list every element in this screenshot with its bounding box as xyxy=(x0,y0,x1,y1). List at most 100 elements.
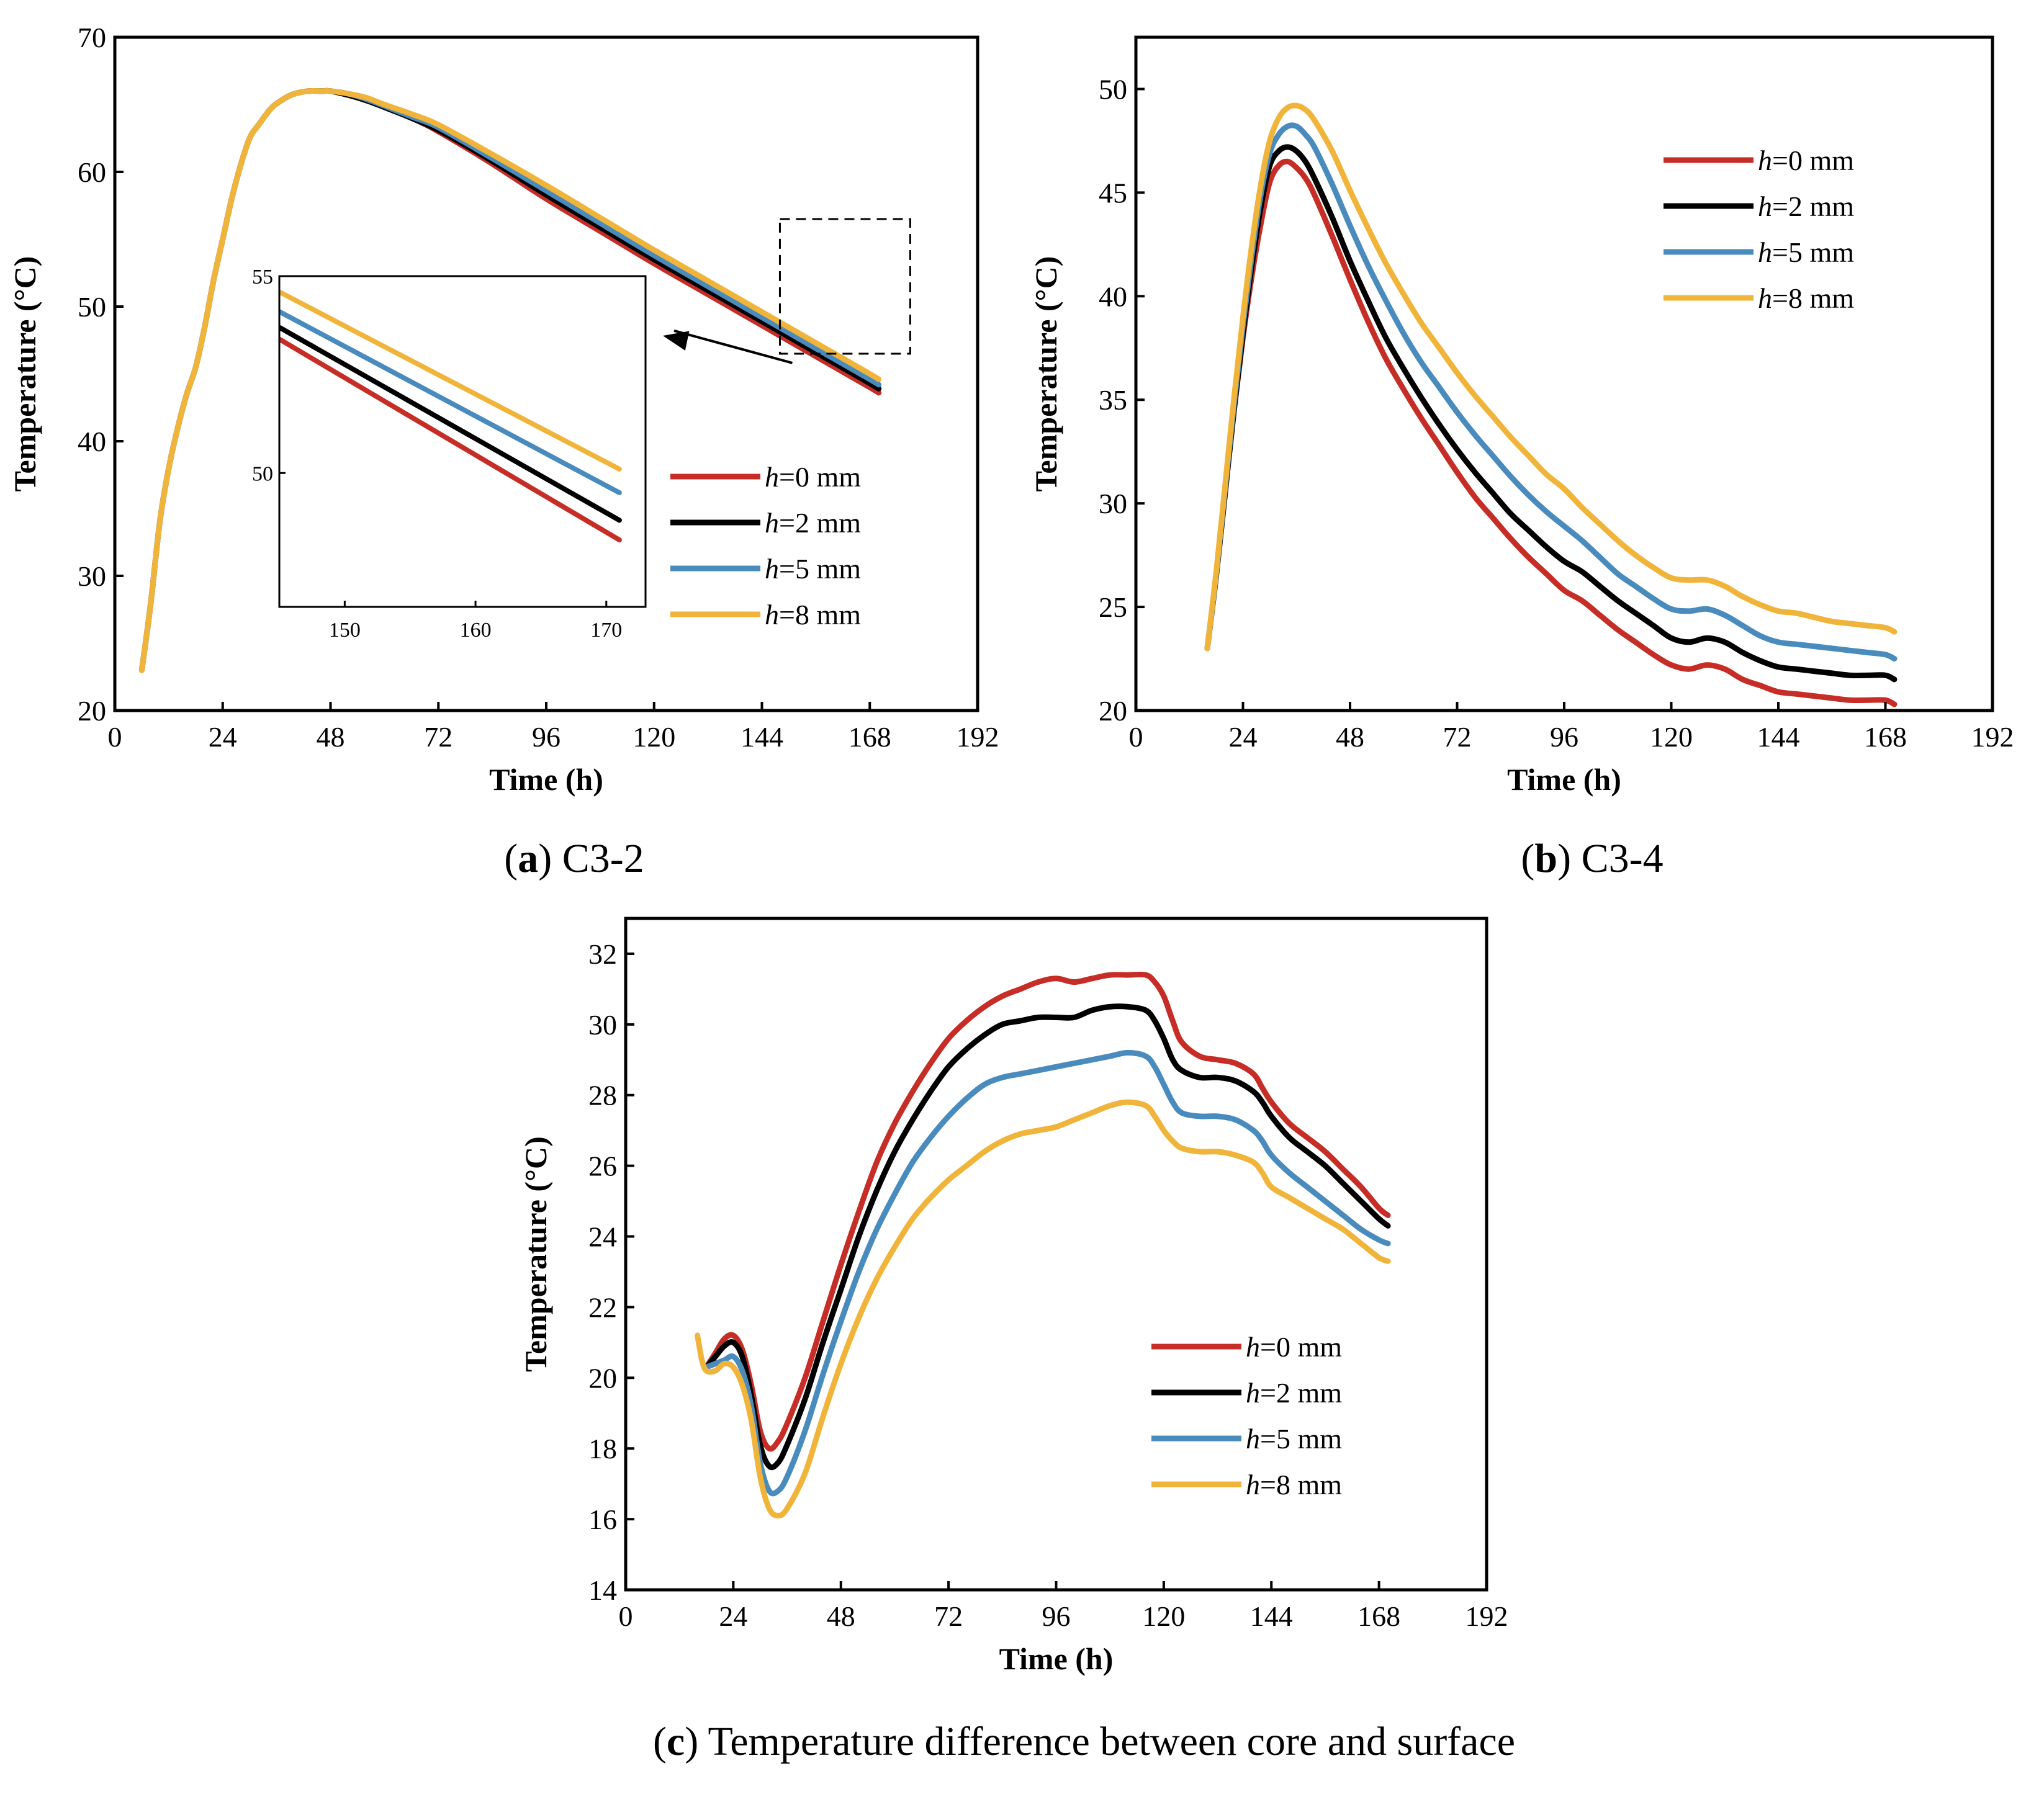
x-tick-label: 144 xyxy=(1757,721,1800,753)
caption-paren-close: ) xyxy=(685,1719,698,1764)
y-tick-label: 22 xyxy=(588,1291,617,1323)
x-tick-label: 96 xyxy=(532,721,561,753)
y-tick-label: 45 xyxy=(1099,177,1127,209)
inset-y-tick-label: 50 xyxy=(252,462,273,485)
y-tick-label: 18 xyxy=(588,1433,617,1464)
panel-caption: (b) C3-4 xyxy=(1521,836,1663,881)
legend-entry-italic: h xyxy=(1758,236,1772,268)
x-tick-label: 24 xyxy=(719,1600,747,1632)
x-tick-label: 72 xyxy=(934,1600,963,1632)
inset-x-tick-label: 170 xyxy=(590,619,622,642)
panel-caption: (c) Temperature difference between core … xyxy=(653,1719,1515,1764)
x-tick-label: 48 xyxy=(317,721,345,753)
x-tick-label: 168 xyxy=(1864,721,1907,753)
series-line-h5 xyxy=(703,1049,1391,1497)
x-tick-label: 168 xyxy=(1357,1600,1400,1632)
legend-entry-italic: h xyxy=(765,461,779,493)
legend-entry-italic: h xyxy=(765,599,779,630)
caption-paren-open: ( xyxy=(504,836,518,881)
legend-entry-label: h=0 mm xyxy=(1758,145,1854,176)
legend-entry-rest: =5 mm xyxy=(779,553,861,585)
inset-series-line-h8 xyxy=(279,289,622,472)
legend-entry-italic: h xyxy=(765,507,779,539)
x-tick-label: 144 xyxy=(741,721,783,753)
y-tick-label: 30 xyxy=(1099,488,1127,519)
legend-entry-label: h=5 mm xyxy=(765,553,861,585)
y-axis-label: Temperature (°C) xyxy=(518,1136,553,1372)
x-tick-label: 192 xyxy=(957,721,999,753)
legend-entry-label: h=8 mm xyxy=(765,599,861,630)
x-tick-label: 96 xyxy=(1042,1600,1071,1632)
legend-entry-rest: =8 mm xyxy=(1772,282,1854,314)
inset-frame xyxy=(278,275,647,608)
inset-series-line-h2 xyxy=(279,325,622,523)
x-axis-label: Time (h) xyxy=(1507,762,1621,797)
legend-entry-label: h=8 mm xyxy=(1246,1469,1342,1500)
y-tick-label: 40 xyxy=(1099,280,1127,312)
legend-entry-label: h=2 mm xyxy=(1246,1377,1342,1409)
legend-entry-rest: =2 mm xyxy=(779,507,861,539)
y-tick-label: 14 xyxy=(588,1574,617,1606)
x-tick-label: 48 xyxy=(1336,721,1364,753)
inset-series-line-h0 xyxy=(279,336,622,543)
caption-paren-close: ) xyxy=(538,836,552,881)
x-tick-label: 72 xyxy=(424,721,452,753)
legend: h=0 mmh=2 mmh=5 mmh=8 mm xyxy=(1151,1331,1342,1500)
y-tick-label: 50 xyxy=(78,291,106,323)
legend-entry-italic: h xyxy=(1758,191,1772,222)
caption-letter: b xyxy=(1534,836,1557,881)
zoom-arrow-head xyxy=(663,331,690,351)
y-axis-label: Temperature (°C) xyxy=(1029,256,1063,492)
legend-entry-rest: =0 mm xyxy=(779,461,861,493)
series-line-h8 xyxy=(1204,102,1898,652)
y-tick-label: 32 xyxy=(588,938,617,970)
legend-entry-label: h=2 mm xyxy=(1758,191,1854,222)
y-tick-label: 28 xyxy=(588,1080,617,1111)
x-tick-label: 192 xyxy=(1465,1600,1508,1632)
inset-series-group xyxy=(279,289,622,543)
panel-c-chart: 0 24 48 72 96 120 144 168 192 14 16 18 20 22 24 26 28 30 3… xyxy=(518,917,1515,1764)
legend-entry-italic: h xyxy=(765,553,779,585)
legend-entry-italic: h xyxy=(1246,1423,1260,1455)
legend-entry-label: h=0 mm xyxy=(1246,1331,1342,1363)
series-group xyxy=(138,87,882,673)
panel-caption: (a) C3-2 xyxy=(504,836,644,881)
legend: h=0 mmh=2 mmh=5 mmh=8 mm xyxy=(670,461,861,630)
zoom-arrow-line xyxy=(673,330,793,364)
y-tick-label: 20 xyxy=(1099,695,1127,727)
x-tick-label: 72 xyxy=(1443,721,1472,753)
legend-entry-rest: =5 mm xyxy=(1260,1423,1342,1455)
legend-entry-label: h=2 mm xyxy=(765,507,861,539)
series-line-h8 xyxy=(695,1099,1391,1518)
panel-b-chart: 0 24 48 72 96 120 144 168 192 20 25 30 35 40 45 50 Time … xyxy=(1029,35,2014,881)
x-axis-label: Time (h) xyxy=(489,762,603,797)
legend-entry-italic: h xyxy=(1246,1331,1260,1363)
x-tick-label: 144 xyxy=(1250,1600,1293,1632)
legend-entry-rest: =0 mm xyxy=(1772,145,1854,176)
legend-entry-rest: =2 mm xyxy=(1772,191,1854,222)
caption-letter: a xyxy=(518,836,538,881)
x-tick-label: 192 xyxy=(1971,721,2014,753)
caption-text: C3-4 xyxy=(1571,836,1664,881)
legend-entry-label: h=5 mm xyxy=(1246,1423,1342,1455)
x-tick-label: 48 xyxy=(827,1600,855,1632)
x-tick-label: 96 xyxy=(1550,721,1578,753)
caption-paren-open: ( xyxy=(653,1719,667,1764)
legend-entry-italic: h xyxy=(1246,1469,1260,1500)
legend-entry-label: h=0 mm xyxy=(765,461,861,493)
series-group xyxy=(1204,102,1898,707)
inset-zoom-chart: 150 160 170 50 55 xyxy=(252,266,647,642)
y-tick-label: 20 xyxy=(78,695,106,727)
legend-entry-rest: =8 mm xyxy=(779,599,861,630)
caption-paren-open: ( xyxy=(1521,836,1534,881)
y-axis-label: Temperature (°C) xyxy=(7,256,42,492)
inset-y-tick-label: 55 xyxy=(252,266,273,289)
legend-entry-label: h=5 mm xyxy=(1758,236,1854,268)
y-tick-label: 26 xyxy=(588,1150,617,1182)
legend-entry-italic: h xyxy=(1758,282,1772,314)
x-tick-label: 120 xyxy=(1142,1600,1185,1632)
y-tick-label: 40 xyxy=(78,426,106,457)
caption-letter: c xyxy=(667,1719,685,1764)
inset-x-tick-label: 160 xyxy=(460,619,492,642)
